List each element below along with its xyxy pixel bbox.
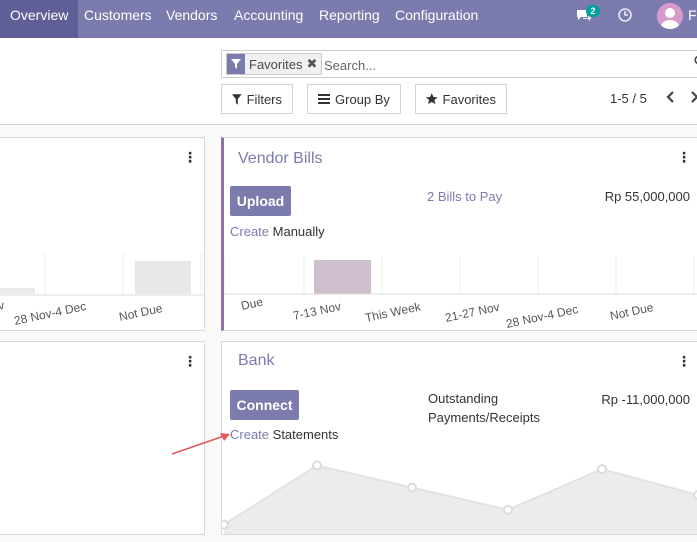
- chart-point: [597, 464, 607, 475]
- top-navbar: Overview Customers Vendors Accounting Re…: [0, 0, 697, 38]
- chart-point: [503, 504, 513, 515]
- nav-reporting[interactable]: Reporting: [319, 7, 380, 23]
- create-link[interactable]: Create: [230, 224, 270, 239]
- search-facet: Favorites ✖: [226, 53, 323, 75]
- outstanding-amount: Rp -11,000,000: [601, 392, 690, 407]
- left-top-chart: v 28 Nov-4 Dec Not Due: [0, 253, 204, 328]
- filter-icon: [232, 93, 242, 105]
- facet-label: Favorites: [249, 56, 303, 72]
- tick-label: 21-27 Nov: [444, 300, 501, 325]
- create-manually-text: Manually: [269, 224, 325, 239]
- vendor-bills-title[interactable]: Vendor Bills: [238, 150, 323, 167]
- upload-button[interactable]: Upload: [230, 186, 291, 216]
- pager-value[interactable]: 1-5 / 5: [610, 91, 647, 106]
- nav-accounting[interactable]: Accounting: [234, 7, 304, 23]
- user-name[interactable]: F: [688, 7, 697, 23]
- groupby-label: Group By: [335, 91, 390, 107]
- create-statements-line: Create Statements: [230, 427, 338, 442]
- tick-label: Due: [240, 295, 265, 313]
- card-menu-icon[interactable]: ⋮: [677, 149, 691, 165]
- tick-label: 7-13 Nov: [292, 299, 343, 323]
- star-icon: [426, 93, 438, 105]
- chart-point: [693, 490, 697, 500]
- list-icon: [318, 94, 330, 104]
- chart-point: [222, 519, 229, 530]
- bank-area-chart: [222, 460, 697, 534]
- bank-card: Bank ⋮ Connect Create Statements Outstan…: [221, 341, 697, 535]
- outstanding-label-line1: Outstanding: [428, 391, 499, 406]
- nav-customers[interactable]: Customers: [84, 7, 152, 23]
- create-manually-line: Create Manually: [230, 224, 325, 239]
- outstanding-label-line2: Payments/Receipts: [428, 410, 540, 425]
- facet-remove-icon[interactable]: ✖: [306, 56, 318, 71]
- chart-bar: [135, 261, 191, 294]
- vendor-bills-chart: Due 7-13 Nov This Week 21-27 Nov 28 Nov-…: [224, 256, 697, 331]
- favorites-label: Favorites: [442, 91, 496, 107]
- search-box[interactable]: Favorites ✖: [221, 50, 697, 78]
- nav-configuration[interactable]: Configuration: [395, 7, 479, 23]
- activity-clock-icon[interactable]: [617, 7, 633, 28]
- chart-bar-7-13-nov: [314, 260, 371, 294]
- left-top-journal-card: ⋮ v 28 Nov-4 Dec Not Due: [0, 137, 205, 331]
- tick-label: Not Due: [609, 300, 655, 323]
- card-menu-icon[interactable]: ⋮: [677, 353, 691, 369]
- chart-bar: [0, 288, 35, 294]
- favorites-button[interactable]: Favorites: [415, 84, 507, 114]
- filters-label: Filters: [246, 91, 282, 107]
- tick-label: Not Due: [118, 301, 164, 324]
- chat-badge: 2: [586, 5, 600, 17]
- search-icon[interactable]: [694, 55, 697, 70]
- tick-label: 28 Nov-4 Dec: [13, 299, 88, 328]
- search-input[interactable]: [324, 55, 684, 75]
- outstanding-payments-label[interactable]: Outstanding Payments/Receipts: [428, 389, 540, 427]
- connect-button[interactable]: Connect: [230, 390, 299, 420]
- bank-title[interactable]: Bank: [238, 352, 275, 369]
- groupby-button[interactable]: Group By: [307, 84, 401, 114]
- left-bottom-journal-card: ⋮: [0, 341, 205, 535]
- bills-to-pay-link[interactable]: 2 Bills to Pay: [427, 189, 503, 204]
- pager-previous-icon[interactable]: [665, 90, 675, 107]
- user-avatar[interactable]: [657, 3, 683, 29]
- tick-label: v: [0, 298, 5, 313]
- chart-point: [312, 460, 322, 471]
- card-menu-icon[interactable]: ⋮: [183, 353, 197, 369]
- nav-vendors[interactable]: Vendors: [166, 7, 218, 23]
- tick-label: 28 Nov-4 Dec: [505, 302, 580, 331]
- pager-next-icon[interactable]: [690, 90, 697, 107]
- card-menu-icon[interactable]: ⋮: [183, 149, 197, 165]
- vendor-bills-card: Vendor Bills ⋮ Upload Create Manually 2 …: [221, 137, 697, 331]
- tick-label: This Week: [364, 299, 423, 325]
- create-statements-text: Statements: [269, 427, 339, 442]
- annotation-arrow: [171, 433, 230, 455]
- nav-overview[interactable]: Overview: [0, 0, 79, 38]
- filters-button[interactable]: Filters: [221, 84, 293, 114]
- create-link[interactable]: Create: [230, 427, 270, 442]
- control-panel: Favorites ✖ Filters Group By Favorites 1…: [0, 38, 697, 125]
- bills-amount: Rp 55,000,000: [604, 189, 690, 204]
- filter-facet-icon: [227, 54, 245, 74]
- chart-point: [407, 482, 417, 493]
